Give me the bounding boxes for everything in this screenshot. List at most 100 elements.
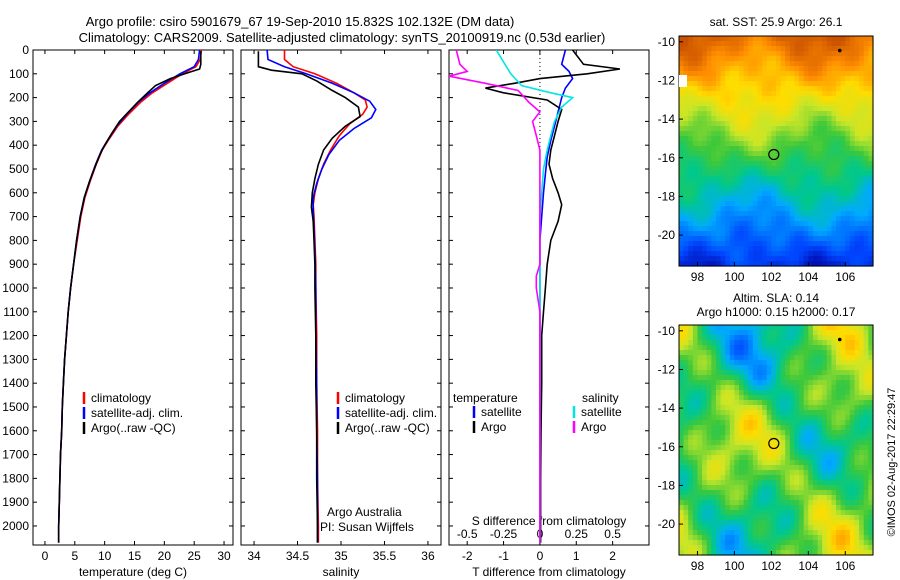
map-cell — [789, 435, 796, 441]
map-cell — [715, 176, 722, 182]
map-cell — [711, 91, 717, 97]
map-cell — [799, 440, 805, 446]
map-cell — [757, 131, 763, 137]
map-cell — [845, 385, 851, 391]
map-cell — [863, 176, 869, 182]
map-cell — [826, 141, 833, 147]
map-cell — [859, 191, 865, 197]
map-cell — [734, 256, 740, 262]
map-cell — [711, 51, 717, 57]
map-cell — [715, 535, 722, 541]
map-cell — [794, 365, 800, 371]
map-cell — [766, 515, 772, 521]
map-cell — [729, 256, 736, 262]
map-cell — [729, 46, 736, 52]
map-cell — [752, 171, 759, 177]
map-cell — [683, 91, 689, 97]
legend-label: Argo(..raw -QC) — [345, 421, 430, 435]
map-cell — [780, 166, 786, 172]
map-cell — [799, 41, 805, 47]
x-tick-label: -1 — [498, 549, 509, 563]
map-cell — [854, 365, 860, 371]
map-cell — [854, 420, 860, 426]
map-cell — [711, 550, 717, 556]
map-cell — [859, 500, 865, 506]
map-cell — [739, 141, 745, 147]
map-cell — [683, 46, 689, 52]
map-cell — [702, 161, 708, 167]
map-cell — [702, 540, 708, 546]
map-cell — [789, 76, 796, 82]
map-cell — [734, 36, 740, 42]
map-cell — [762, 410, 768, 416]
map-cell — [789, 335, 796, 341]
map-cell — [720, 186, 726, 192]
map-cell — [826, 191, 833, 197]
map-cell — [752, 231, 759, 237]
map-cell — [831, 400, 837, 406]
map-cell — [854, 465, 860, 471]
map-cell — [845, 330, 851, 336]
map-cell — [748, 500, 754, 506]
map-cell — [762, 176, 768, 182]
map-cell — [725, 420, 731, 426]
map-cell — [715, 161, 722, 167]
map-cell — [849, 535, 856, 541]
map-cell — [679, 480, 685, 486]
map-cell — [854, 520, 860, 526]
map-cell — [845, 550, 851, 556]
map-cell — [697, 455, 703, 461]
map-cell — [715, 66, 722, 72]
map-cell — [766, 525, 772, 531]
map-cell — [799, 136, 805, 142]
map-cell — [831, 490, 837, 496]
map-y-tick-label: -16 — [658, 440, 676, 454]
map-cell — [679, 425, 685, 431]
map-cell — [711, 236, 717, 242]
map-cell — [859, 121, 865, 127]
map-cell — [780, 455, 786, 461]
map-cell — [762, 325, 768, 331]
map-cell — [725, 540, 731, 546]
map-cell — [725, 96, 731, 102]
map-cell — [715, 360, 722, 366]
map-cell — [725, 445, 731, 451]
map-cell — [692, 405, 699, 411]
map-cell — [734, 475, 740, 481]
map-cell — [734, 430, 740, 436]
map-cell — [780, 186, 786, 192]
map-cell — [808, 545, 814, 551]
map-cell — [711, 415, 717, 421]
map-cell — [863, 161, 869, 167]
map-cell — [868, 46, 874, 52]
map-cell — [752, 540, 759, 546]
map-cell — [854, 480, 860, 486]
map-cell — [743, 181, 749, 187]
map-cell — [794, 385, 800, 391]
map-cell — [831, 335, 837, 341]
map-y-tick-label: -10 — [658, 35, 676, 49]
map-cell — [706, 141, 712, 147]
map-cell — [757, 400, 763, 406]
map-cell — [780, 540, 786, 546]
map-cell — [799, 380, 805, 386]
map-cell — [688, 425, 694, 431]
map-cell — [729, 101, 736, 107]
map-cell — [836, 540, 842, 546]
map-cell — [702, 226, 708, 232]
map-cell — [739, 355, 745, 361]
map-cell — [789, 330, 796, 336]
map-cell — [831, 151, 837, 157]
map-cell — [697, 51, 703, 57]
map-cell — [845, 425, 851, 431]
map-cell — [785, 515, 791, 521]
map-cell — [771, 246, 777, 252]
map-cell — [743, 470, 749, 476]
map-cell — [794, 76, 800, 82]
map-cell — [715, 345, 722, 351]
map-cell — [692, 545, 699, 551]
map-cell — [831, 186, 837, 192]
map-cell — [720, 390, 726, 396]
map-cell — [752, 251, 759, 257]
map-cell — [748, 520, 754, 526]
